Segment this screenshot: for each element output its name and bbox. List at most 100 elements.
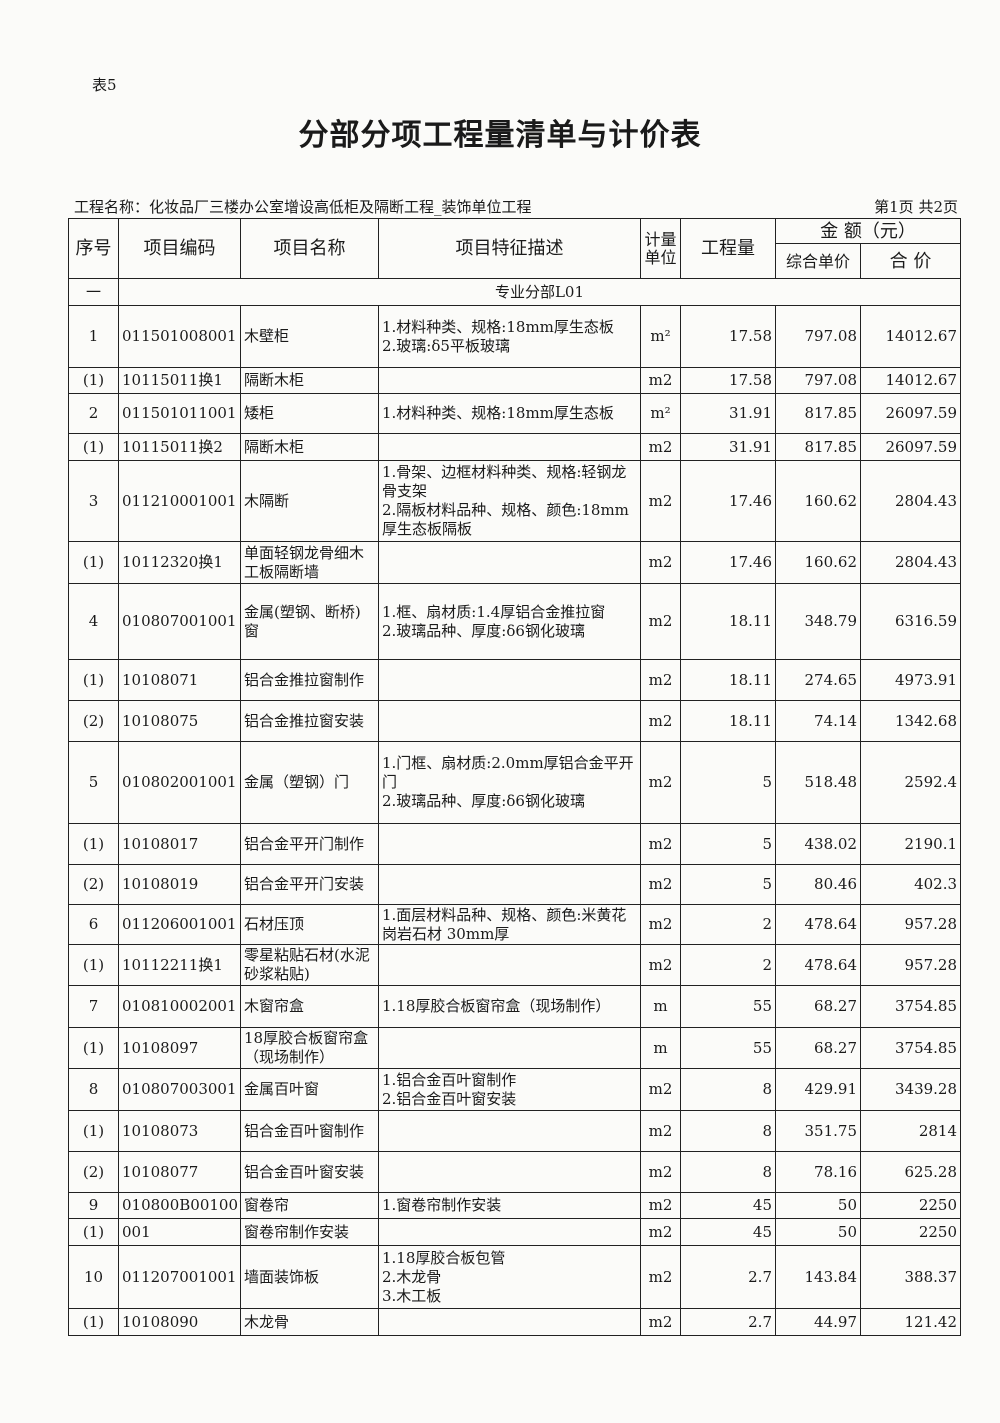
row-number: 6 [68,904,119,945]
item-name: 窗卷帘 [240,1192,379,1219]
row-number: (2) [68,864,119,905]
item-name: 墙面装饰板 [240,1245,379,1309]
total-price: 26097.59 [859,393,962,434]
total-price: 2814 [859,1110,962,1152]
item-code: 010807003001 [118,1068,241,1111]
page-number: 第1页 共2页 [874,198,958,216]
item-description [378,1308,641,1336]
item-name: 金属(塑钢、断桥)窗 [240,583,379,660]
item-name: 隔断木柜 [240,367,379,394]
unit-price: 817.85 [775,393,861,434]
total-price: 3439.28 [859,1068,962,1111]
item-code: 010802001001 [118,741,241,824]
item-description [378,944,641,986]
unit-price: 797.08 [775,367,861,394]
row-number: 1 [68,305,119,368]
unit-price: 797.08 [775,305,861,368]
column-header: 金 额（元） [774,218,962,244]
row-number: (1) [68,659,119,701]
quantity: 5 [680,864,776,905]
unit: m2 [640,823,681,865]
column-header: 项目编码 [118,218,241,279]
item-description: 1.窗卷帘制作安装 [378,1192,641,1219]
row-number: 8 [68,1068,119,1111]
item-description [378,659,641,701]
table-label: 表5 [92,76,117,94]
table-row: (2) 10108077 铝合金百叶窗安装 m2 8 78.16 625.28 [68,1151,962,1193]
unit-price: 80.46 [775,864,861,905]
column-header: 项目特征描述 [378,218,641,279]
item-code: 10108097 [118,1027,241,1069]
item-code: 10115011换2 [118,433,241,461]
unit: m2 [640,864,681,905]
item-name: 金属（塑钢）门 [240,741,379,824]
item-description: 1.18厚胶合板窗帘盒（现场制作） [378,985,641,1028]
item-code: 10115011换1 [118,367,241,394]
unit-price: 50 [775,1218,861,1246]
item-name: 铝合金推拉窗制作 [240,659,379,701]
row-number: (1) [68,1308,119,1336]
unit-price: 160.62 [775,460,861,542]
item-name: 铝合金平开门制作 [240,823,379,865]
unit-price: 518.48 [775,741,861,824]
item-code: 010807001001 [118,583,241,660]
item-code: 011501011001 [118,393,241,434]
quantity: 17.58 [680,305,776,368]
table-row: (1) 10112211换1 零星粘贴石材(水泥砂浆粘贴) m2 2 478.64 957.… [68,944,962,986]
unit: m [640,1027,681,1069]
item-description [378,864,641,905]
table-row: 1 011501008001 木壁柜 1.材料种类、规格:18mm厚生态板 2.玻璃:… [68,305,962,368]
quantity: 5 [680,741,776,824]
quantity: 8 [680,1110,776,1152]
item-code: 010800B001001 [118,1192,241,1219]
total-price: 14012.67 [859,367,962,394]
row-number: (1) [68,433,119,461]
unit: m2 [640,1068,681,1111]
total-price: 3754.85 [859,985,962,1028]
quantity: 18.11 [680,583,776,660]
item-description: 1.材料种类、规格:18mm厚生态板 [378,393,641,434]
row-number: (2) [68,700,119,742]
item-code: 10108077 [118,1151,241,1193]
item-description [378,700,641,742]
row-number: (2) [68,1151,119,1193]
unit: m² [640,305,681,368]
unit: m2 [640,1218,681,1246]
quantity: 2 [680,944,776,986]
unit: m2 [640,1110,681,1152]
unit: m2 [640,1245,681,1309]
table-row: (1) 10108071 铝合金推拉窗制作 m2 18.11 274.65 4973.91 [68,659,962,701]
unit: m2 [640,541,681,584]
item-description: 1.铝合金百叶窗制作 2.铝合金百叶窗安装 [378,1068,641,1111]
unit: m2 [640,904,681,945]
unit-price: 274.65 [775,659,861,701]
table-row: (2) 10108075 铝合金推拉窗安装 m2 18.11 74.14 1342.68 [68,700,962,742]
total-price: 2592.4 [859,741,962,824]
total-price: 4973.91 [859,659,962,701]
total-price: 14012.67 [859,305,962,368]
unit: m2 [640,1192,681,1219]
unit: m2 [640,700,681,742]
item-description [378,541,641,584]
unit: m2 [640,367,681,394]
item-name: 零星粘贴石材(水泥砂浆粘贴) [240,944,379,986]
unit-price: 351.75 [775,1110,861,1152]
table-row: (1) 10108097 18厚胶合板窗帘盒（现场制作） m 55 68.27 3754.8… [68,1027,962,1069]
unit-price: 817.85 [775,433,861,461]
unit: m2 [640,1151,681,1193]
item-code: 011210001001 [118,460,241,542]
item-name: 窗卷帘制作安装 [240,1218,379,1246]
item-description: 1.18厚胶合板包管 2.木龙骨 3.木工板 [378,1245,641,1309]
table-row: 10 011207001001 墙面装饰板 1.18厚胶合板包管 2.木龙骨 3.木工… [68,1245,962,1309]
table-body: 一 专业分部L01 1 011501008001 木壁柜 1.材料种类、规格:18mm… [68,278,962,1336]
title: 分部分项工程量清单与计价表 [298,118,702,153]
total-price: 121.42 [859,1308,962,1336]
item-name: 单面轻钢龙骨细木工板隔断墙 [240,541,379,584]
unit: m2 [640,460,681,542]
table-row: 6 011206001001 石材压顶 1.面层材料品种、规格、颜色:米黄花岗岩石材 … [68,904,962,945]
item-description: 1.框、扇材质:1.4厚铝合金推拉窗 2.玻璃品种、厚度:δ6钢化玻璃 [378,583,641,660]
quantity: 18.11 [680,659,776,701]
row-number: (1) [68,823,119,865]
item-description [378,1218,641,1246]
item-name: 铝合金平开门安装 [240,864,379,905]
